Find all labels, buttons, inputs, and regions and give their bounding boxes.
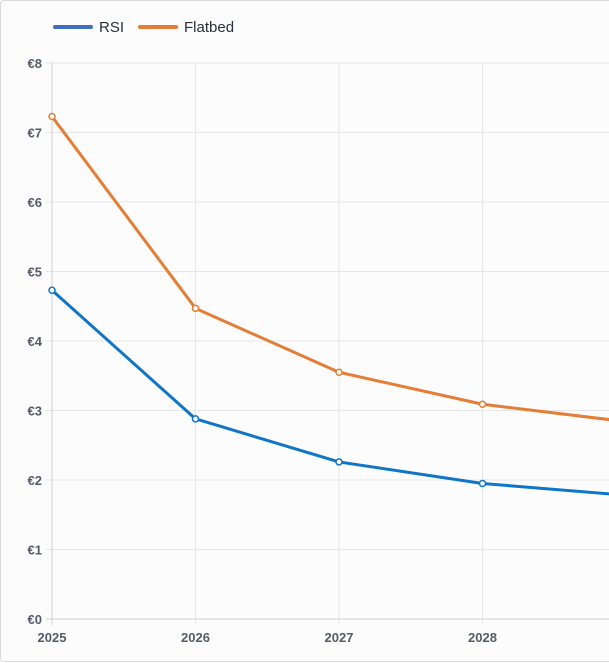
- y-tick-label: €6: [28, 195, 42, 210]
- x-tick-label: 2027: [325, 630, 354, 645]
- series: [48, 112, 609, 496]
- y-axis-ticks: €0 €1 €2 €3 €4 €5 €6 €7 €8: [28, 56, 43, 627]
- legend: RSI Flatbed: [53, 17, 248, 37]
- data-point-rsi[interactable]: [48, 286, 56, 295]
- data-point-flatbed[interactable]: [191, 304, 200, 313]
- x-tick-label: 2025: [38, 630, 67, 645]
- legend-item-flatbed[interactable]: Flatbed: [138, 19, 234, 36]
- grid: [46, 62, 609, 625]
- data-point-flatbed[interactable]: [478, 400, 487, 408]
- y-tick-label: €8: [28, 56, 42, 71]
- y-tick-label: €3: [28, 404, 42, 419]
- x-axis-ticks: 2025 2026 2027 2028: [38, 630, 497, 645]
- data-point-rsi[interactable]: [335, 458, 343, 466]
- data-point-rsi[interactable]: [191, 415, 200, 423]
- y-tick-label: €7: [28, 126, 42, 141]
- series-line-rsi: [50, 288, 609, 496]
- legend-label-flatbed: Flatbed: [184, 18, 235, 36]
- legend-label-rsi: RSI: [99, 18, 125, 36]
- y-tick-label: €2: [28, 473, 42, 488]
- data-point-rsi[interactable]: [478, 479, 487, 488]
- x-tick-label: 2026: [181, 630, 210, 645]
- y-tick-label: €1: [28, 543, 42, 558]
- legend-swatch-flatbed: [138, 25, 179, 29]
- y-tick-label: €0: [28, 612, 42, 627]
- data-point-flatbed[interactable]: [335, 368, 343, 377]
- series-line-flatbed: [50, 115, 609, 422]
- y-tick-label: €5: [28, 265, 42, 280]
- legend-item-rsi[interactable]: RSI: [53, 19, 124, 36]
- legend-swatch-rsi: [53, 25, 93, 29]
- data-point-flatbed[interactable]: [48, 112, 56, 121]
- y-tick-label: €4: [28, 334, 43, 349]
- x-tick-label: 2028: [468, 630, 497, 645]
